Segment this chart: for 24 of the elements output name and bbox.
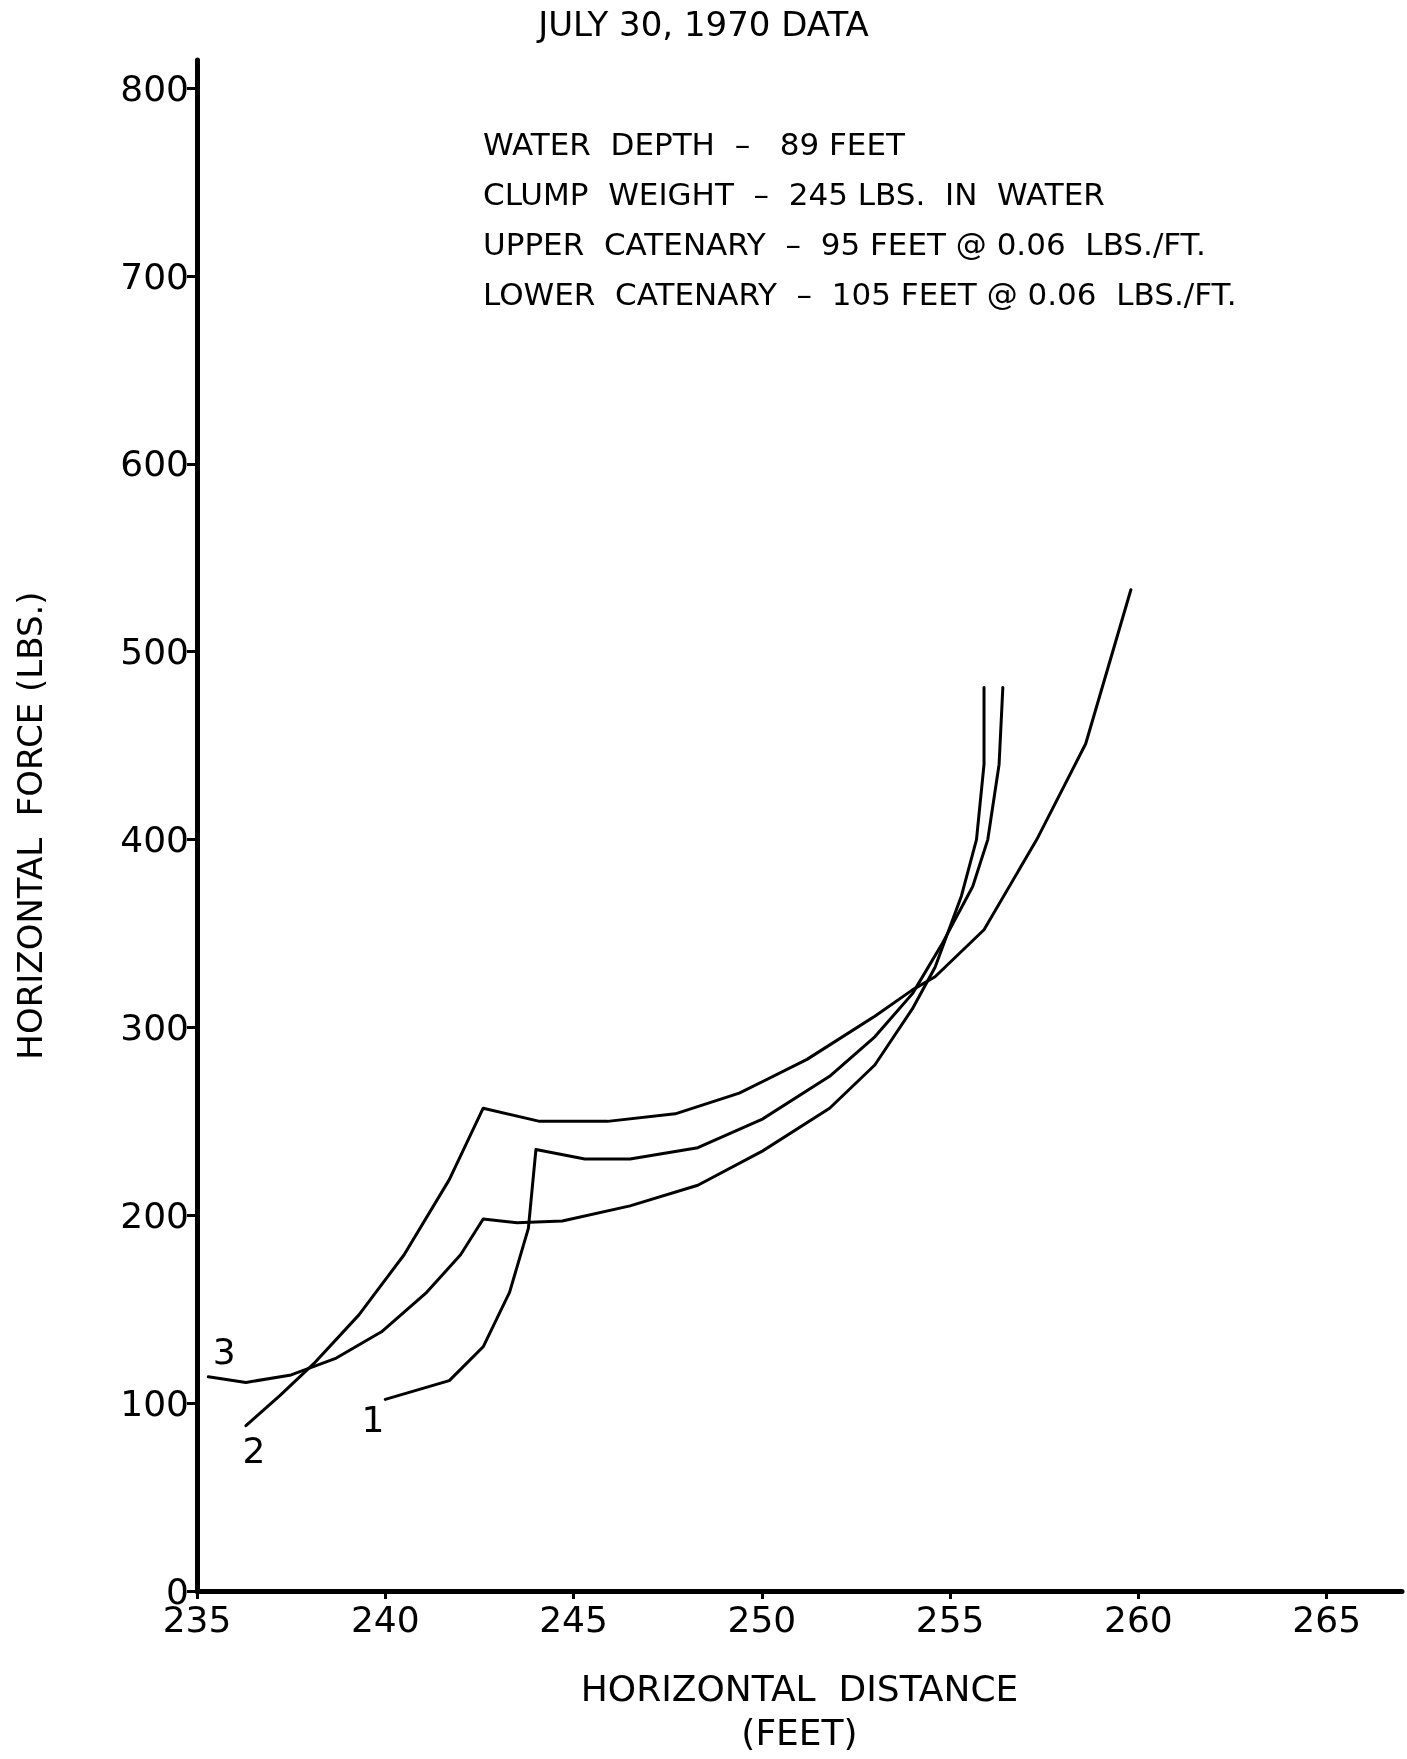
x-axis-title: HORIZONTAL DISTANCE (FEET) — [580, 1667, 1019, 1753]
series-label: 3 — [212, 1331, 236, 1373]
x-tick-label: 245 — [539, 1598, 608, 1640]
x-tick-label: 240 — [350, 1598, 420, 1640]
x-tick-label: 255 — [915, 1598, 985, 1640]
y-tick-label: 400 — [120, 819, 189, 861]
y-tick-label: 100 — [120, 1382, 189, 1424]
y-tick-label: 500 — [120, 631, 189, 673]
annotation: UPPER CATENARY – 95 FEET @ 0.06 LBS./FT. — [483, 225, 1206, 262]
x-tick-label: 265 — [1292, 1598, 1362, 1640]
x-tick-label: 250 — [727, 1598, 797, 1640]
y-tick-label: 600 — [120, 443, 189, 485]
annotation: LOWER CATENARY – 105 FEET @ 0.06 LBS./FT. — [483, 275, 1237, 312]
annotation: CLUMP WEIGHT – 245 LBS. IN WATER — [483, 175, 1105, 212]
y-tick-label: 800 — [120, 67, 189, 109]
y-tick-label: 200 — [120, 1194, 189, 1236]
series-label: 1 — [361, 1398, 385, 1440]
chart-title: JULY 30, 1970 DATA — [536, 4, 869, 44]
y-axis-title: HORIZONTAL FORCE (LBS.) — [10, 591, 50, 1060]
y-tick-label: 700 — [120, 255, 189, 297]
y-tick-label: 300 — [120, 1006, 189, 1048]
annotation: WATER DEPTH – 89 FEET — [483, 125, 906, 162]
x-tick-label: 260 — [1104, 1598, 1173, 1640]
series-label: 2 — [242, 1430, 266, 1472]
